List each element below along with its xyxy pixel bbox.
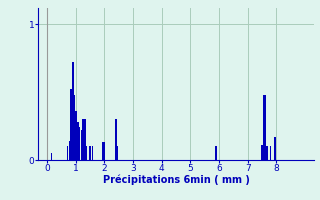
- Bar: [51, 153, 52, 160]
- Bar: [265, 95, 266, 160]
- Bar: [102, 142, 104, 160]
- Bar: [74, 95, 75, 160]
- Bar: [117, 146, 118, 160]
- Bar: [76, 111, 77, 160]
- Bar: [67, 146, 68, 160]
- Bar: [89, 146, 91, 160]
- Bar: [115, 119, 116, 160]
- X-axis label: Précipitations 6min ( mm ): Précipitations 6min ( mm ): [103, 175, 249, 185]
- Bar: [92, 146, 93, 160]
- Bar: [77, 122, 79, 160]
- Bar: [104, 142, 105, 160]
- Bar: [274, 137, 276, 160]
- Bar: [81, 130, 82, 160]
- Bar: [266, 146, 268, 160]
- Bar: [263, 95, 265, 160]
- Bar: [82, 119, 84, 160]
- Bar: [68, 141, 70, 160]
- Bar: [86, 146, 87, 160]
- Bar: [84, 119, 86, 160]
- Bar: [215, 146, 217, 160]
- Bar: [270, 146, 271, 160]
- Bar: [72, 62, 74, 160]
- Bar: [261, 145, 263, 160]
- Bar: [79, 127, 80, 160]
- Bar: [70, 89, 72, 160]
